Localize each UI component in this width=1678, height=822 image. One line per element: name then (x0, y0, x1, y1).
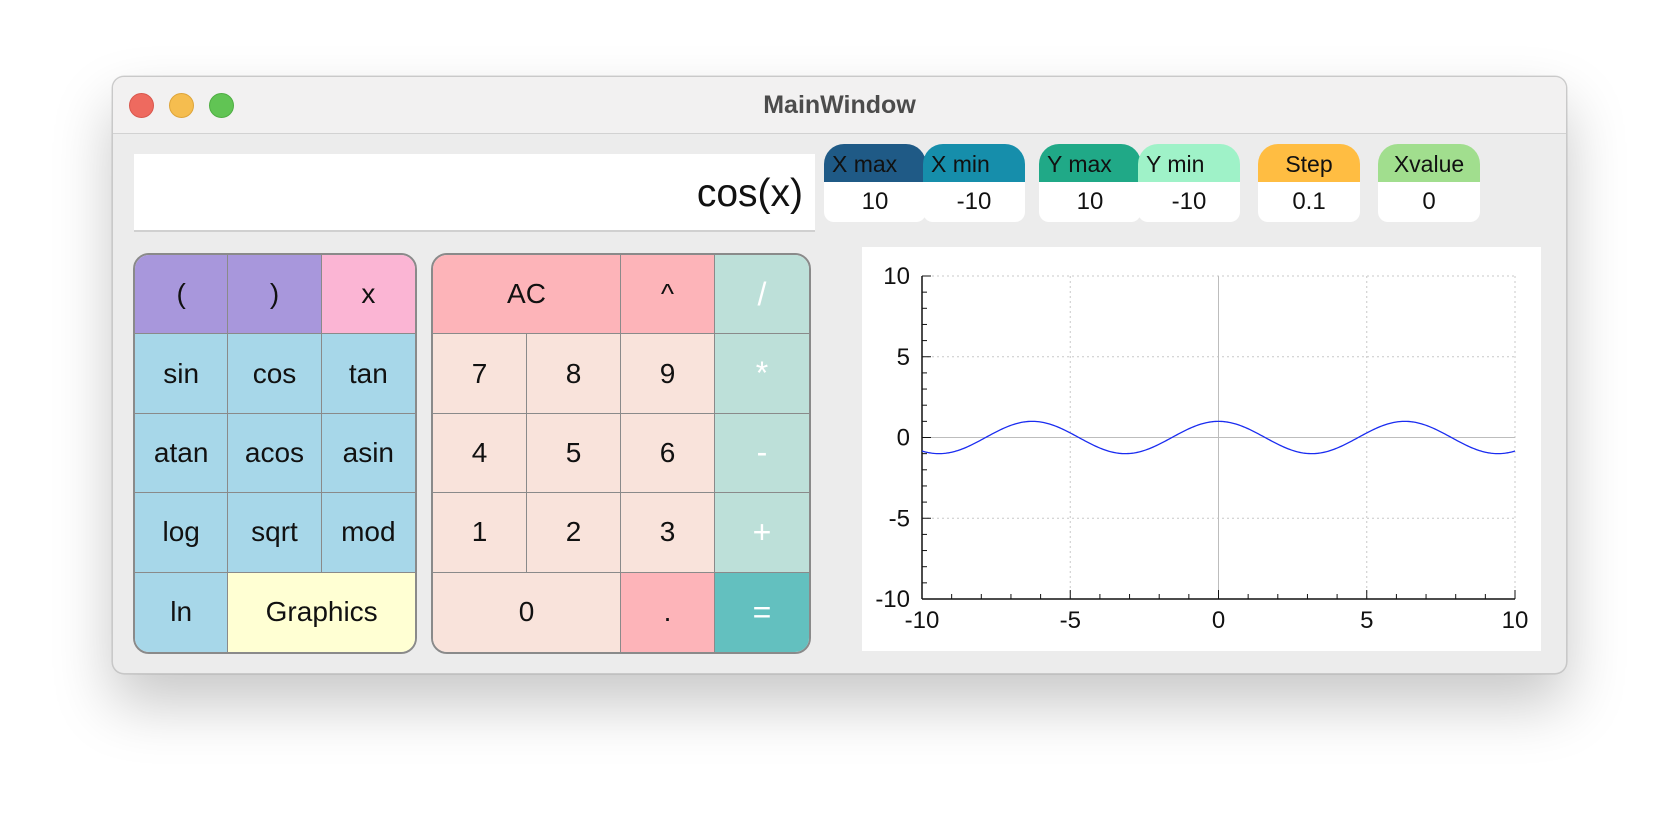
digit-9-button[interactable]: 9 (621, 334, 715, 414)
y-max-field: Y max 10 (1039, 144, 1141, 222)
atan-button[interactable]: atan (135, 413, 229, 494)
x-max-field: X max 10 (824, 144, 926, 222)
function-keypad: () x sin cos tan atan acos asin log sqrt mod ln Grap… (133, 253, 417, 654)
x-min-field: X min -10 (923, 144, 1025, 222)
close-paren-button[interactable]: ) (228, 255, 322, 335)
expression-display[interactable]: cos(x) (134, 154, 815, 232)
decimal-point-button[interactable]: . (621, 572, 715, 652)
open-paren-button[interactable]: ( (135, 255, 229, 335)
digit-1-button[interactable]: 1 (433, 493, 527, 573)
main-window: MainWindow cos(x) () x sin cos tan atan acos as… (112, 76, 1567, 674)
y-max-input[interactable]: 10 (1039, 182, 1141, 222)
sin-button[interactable]: sin (135, 334, 229, 414)
digit-4-button[interactable]: 4 (433, 413, 527, 494)
asin-button[interactable]: asin (321, 413, 415, 494)
x-variable-button[interactable]: x (321, 255, 415, 335)
minimize-window-button[interactable] (169, 93, 194, 118)
digit-3-button[interactable]: 3 (621, 493, 715, 573)
xvalue-label: Xvalue (1378, 144, 1480, 184)
digit-7-button[interactable]: 7 (433, 334, 527, 414)
digit-6-button[interactable]: 6 (621, 413, 715, 494)
window-title: MainWindow (763, 91, 916, 119)
x-tick-label: 0 (1212, 607, 1225, 634)
x-tick-label: 5 (1360, 607, 1373, 634)
sqrt-button[interactable]: sqrt (228, 493, 322, 573)
multiply-button[interactable]: * (715, 334, 809, 414)
x-tick-label: -10 (905, 607, 940, 634)
function-curve (921, 420, 1516, 455)
y-min-field: Y min -10 (1138, 144, 1240, 222)
y-max-label: Y max (1039, 144, 1141, 184)
y-tick-label: 5 (897, 344, 910, 371)
mod-button[interactable]: mod (321, 493, 415, 573)
cos-button[interactable]: cos (228, 334, 322, 414)
graphics-button[interactable]: Graphics (228, 572, 415, 652)
y-tick-label: -10 (875, 586, 910, 613)
subtract-button[interactable]: - (715, 413, 809, 494)
expression-text: cos(x) (696, 172, 803, 215)
y-tick-label: 0 (897, 425, 910, 452)
xvalue-field: Xvalue 0 (1378, 144, 1480, 222)
power-button[interactable]: ^ (621, 255, 715, 335)
equals-button[interactable]: = (715, 572, 809, 652)
step-input[interactable]: 0.1 (1258, 182, 1360, 222)
ln-button[interactable]: ln (135, 572, 229, 652)
log-button[interactable]: log (135, 493, 229, 573)
x-tick-label: -5 (1060, 607, 1081, 634)
y-min-label: Y min (1138, 144, 1240, 184)
x-tick-label: 10 (1502, 607, 1529, 634)
graph-svg: -10 -5 0 5 10 10 5 0 -5 -10 (875, 263, 1529, 634)
y-tick-label: -5 (889, 505, 910, 532)
title-bar: MainWindow (113, 77, 1566, 134)
number-keypad: AC ^/ 7 8 9 * 4 5 6- 1 2 3 +0. = (431, 253, 811, 654)
y-tick-label: 10 (883, 263, 910, 290)
zoom-window-button[interactable] (209, 93, 234, 118)
digit-8-button[interactable]: 8 (527, 334, 621, 414)
acos-button[interactable]: acos (228, 413, 322, 494)
close-window-button[interactable] (129, 93, 154, 118)
y-min-input[interactable]: -10 (1138, 182, 1240, 222)
graph-plot: -10 -5 0 5 10 10 5 0 -5 -10 (862, 247, 1541, 651)
x-min-input[interactable]: -10 (923, 182, 1025, 222)
clear-all-button[interactable]: AC (433, 255, 621, 335)
step-field: Step 0.1 (1258, 144, 1360, 222)
x-max-label: X max (824, 144, 926, 184)
divide-button[interactable]: / (715, 255, 809, 335)
xvalue-input[interactable]: 0 (1378, 182, 1480, 222)
x-min-label: X min (923, 144, 1025, 184)
digit-0-button[interactable]: 0 (433, 572, 621, 652)
step-label: Step (1258, 144, 1360, 184)
x-max-input[interactable]: 10 (824, 182, 926, 222)
tan-button[interactable]: tan (321, 334, 415, 414)
digit-2-button[interactable]: 2 (527, 493, 621, 573)
add-button[interactable]: + (715, 493, 809, 573)
digit-5-button[interactable]: 5 (527, 413, 621, 494)
